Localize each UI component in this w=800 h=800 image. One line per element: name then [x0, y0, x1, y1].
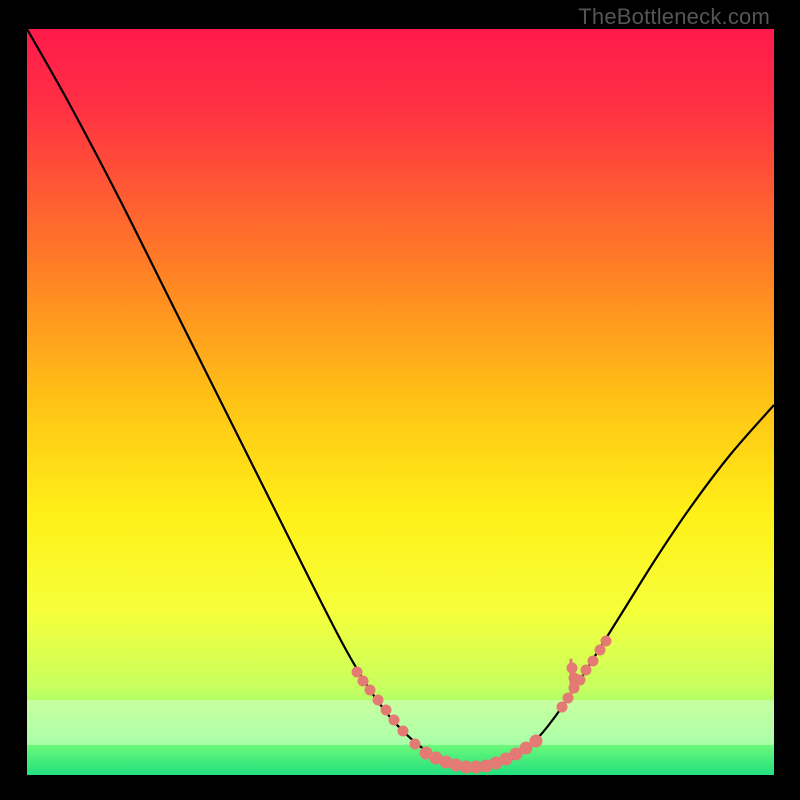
- watermark-text: TheBottleneck.com: [578, 4, 770, 30]
- marker-dot: [601, 636, 612, 647]
- marker-dot: [567, 663, 578, 674]
- marker-dot: [365, 685, 376, 696]
- marker-dot: [398, 726, 409, 737]
- marker-dot: [381, 705, 392, 716]
- marker-dot: [358, 676, 369, 687]
- marker-dot: [389, 715, 400, 726]
- marker-dot: [563, 693, 574, 704]
- chart-svg: [0, 0, 800, 800]
- plot-area: [27, 29, 774, 775]
- chart-frame: TheBottleneck.com: [0, 0, 800, 800]
- marker-dot: [410, 739, 421, 750]
- marker-dot: [569, 673, 580, 684]
- highlight-band: [27, 700, 774, 745]
- marker-dot: [373, 695, 384, 706]
- marker-dot: [557, 702, 568, 713]
- marker-dot: [530, 735, 543, 748]
- marker-dot: [595, 645, 606, 656]
- marker-dot: [588, 656, 599, 667]
- marker-dot: [581, 665, 592, 676]
- marker-dot: [352, 667, 363, 678]
